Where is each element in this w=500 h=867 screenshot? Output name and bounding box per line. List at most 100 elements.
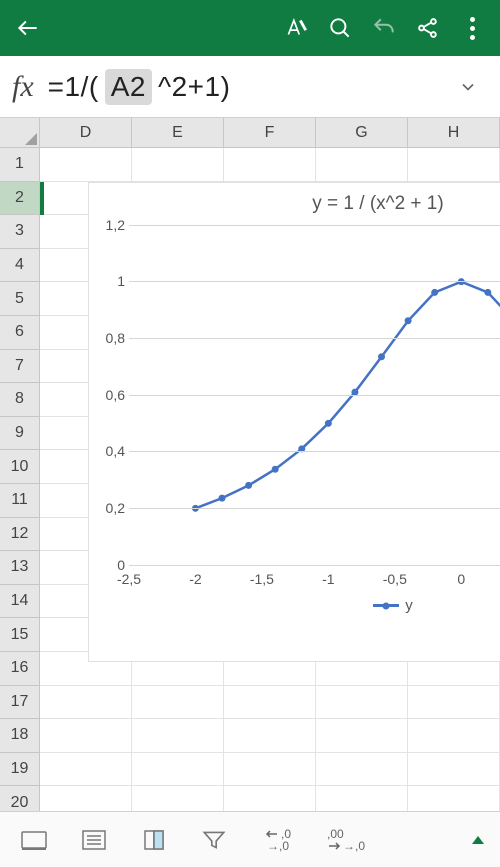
row-header[interactable]: 14 [0,585,39,619]
text-style-button[interactable] [274,6,318,50]
y-axis-label: 0,8 [106,330,125,346]
decrease-decimal-button[interactable]: ,0 →,0 [246,818,310,862]
more-menu-button[interactable] [450,6,494,50]
embedded-chart[interactable]: y = 1 / (x^2 + 1) 00,20,40,60,811,2-2,5-… [88,182,500,662]
cell[interactable] [408,148,500,182]
cell[interactable] [40,786,132,811]
row-header[interactable]: 17 [0,686,39,720]
undo-button[interactable] [362,6,406,50]
bottom-toolbar: ,0 →,0 ,00 →,0 [0,811,500,867]
x-axis-label: -1 [322,571,334,587]
row-header[interactable]: 8 [0,383,39,417]
cell[interactable] [408,686,500,720]
cell[interactable] [40,753,132,787]
cell[interactable] [132,719,224,753]
cell[interactable] [132,786,224,811]
row-header[interactable]: 2 [0,182,39,216]
spreadsheet-grid[interactable]: DEFGH 1234567891011121314151617181920 y … [0,118,500,811]
formula-cell-ref: A2 [105,69,152,105]
cell[interactable] [316,148,408,182]
table-row [40,753,500,787]
x-axis-label: 0 [457,571,465,587]
cell[interactable] [40,686,132,720]
cell[interactable] [408,753,500,787]
legend-swatch [373,604,399,607]
chart-legend: y [89,597,500,614]
row-headers: 1234567891011121314151617181920 [0,148,40,811]
y-axis-label: 0,2 [106,500,125,516]
x-axis-label: -0,5 [383,571,407,587]
table-row [40,686,500,720]
increase-decimal-button[interactable]: ,00 →,0 [314,818,378,862]
row-header[interactable]: 4 [0,249,39,283]
row-header[interactable]: 18 [0,719,39,753]
x-axis-label: -1,5 [250,571,274,587]
cell[interactable] [316,786,408,811]
y-axis-label: 1,2 [106,217,125,233]
column-header[interactable]: D [40,118,132,147]
column-header-row: DEFGH [0,118,500,148]
cell[interactable] [316,686,408,720]
share-button[interactable] [406,6,450,50]
x-axis-label: -2 [189,571,201,587]
cell[interactable] [224,786,316,811]
cell[interactable] [132,686,224,720]
search-button[interactable] [318,6,362,50]
cell[interactable] [316,753,408,787]
formula-expand-button[interactable] [448,77,488,97]
row-header[interactable]: 15 [0,618,39,652]
filter-button[interactable] [186,818,242,862]
cell[interactable] [224,148,316,182]
column-header[interactable]: H [408,118,500,147]
column-header[interactable]: G [316,118,408,147]
cell[interactable] [132,148,224,182]
y-axis-label: 0,4 [106,443,125,459]
column-header[interactable]: F [224,118,316,147]
row-header[interactable]: 19 [0,753,39,787]
card-view-button[interactable] [6,818,62,862]
legend-label: y [405,597,413,614]
cell[interactable] [132,753,224,787]
x-axis-label: -2,5 [117,571,141,587]
row-header[interactable]: 13 [0,551,39,585]
row-header[interactable]: 9 [0,417,39,451]
table-row [40,786,500,811]
formula-bar[interactable]: fx =1/( A2 ^2+1) [0,56,500,118]
cell[interactable] [408,786,500,811]
row-header[interactable]: 6 [0,316,39,350]
more-vertical-icon [470,17,475,40]
row-header[interactable]: 20 [0,786,39,811]
cell[interactable] [316,719,408,753]
cells-area[interactable]: y = 1 / (x^2 + 1) 00,20,40,60,811,2-2,5-… [40,148,500,811]
cell[interactable] [224,686,316,720]
row-header[interactable]: 12 [0,518,39,552]
row-header[interactable]: 1 [0,148,39,182]
select-all-corner[interactable] [0,118,40,147]
chart-series [129,225,429,375]
reading-view-button[interactable] [66,818,122,862]
chart-plot-area: 00,20,40,60,811,2-2,5-2-1,5-1-0,500,5 [129,225,500,565]
table-row [40,719,500,753]
cell[interactable] [408,719,500,753]
column-view-button[interactable] [126,818,182,862]
row-header[interactable]: 16 [0,652,39,686]
cell[interactable] [224,719,316,753]
expand-ribbon-button[interactable] [472,836,484,844]
row-header[interactable]: 10 [0,450,39,484]
column-header[interactable]: E [132,118,224,147]
cell[interactable] [40,719,132,753]
back-button[interactable] [6,6,50,50]
formula-prefix: =1/( [48,71,99,103]
row-header[interactable]: 7 [0,350,39,384]
app-topbar [0,0,500,56]
y-axis-label: 1 [117,273,125,289]
table-row [40,148,500,182]
formula-suffix: ^2+1) [158,71,230,103]
row-header[interactable]: 11 [0,484,39,518]
row-header[interactable]: 5 [0,282,39,316]
formula-text: =1/( A2 ^2+1) [48,69,231,105]
row-header[interactable]: 3 [0,215,39,249]
y-axis-label: 0,6 [106,387,125,403]
cell[interactable] [40,148,132,182]
cell[interactable] [224,753,316,787]
